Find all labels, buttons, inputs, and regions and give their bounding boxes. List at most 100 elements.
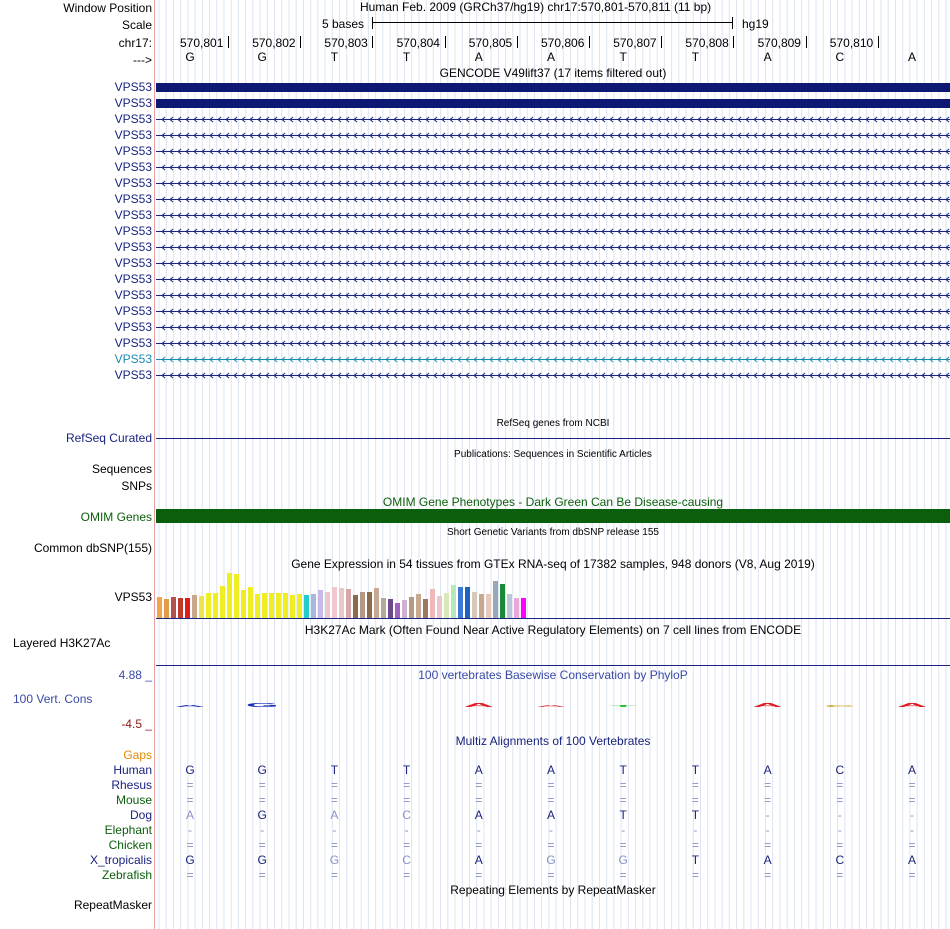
gtex-tissue-bar[interactable] (220, 586, 225, 618)
gencode-intron-line[interactable] (156, 243, 950, 252)
gtex-tissue-bar[interactable] (206, 593, 211, 618)
multiz-species-label[interactable]: Mouse (115, 793, 152, 807)
multiz-species-label[interactable]: Chicken (108, 838, 152, 852)
gtex-tissue-bar[interactable] (367, 592, 372, 618)
gtex-tissue-bar[interactable] (234, 574, 239, 618)
gencode-intron-line[interactable] (156, 211, 950, 220)
omim-gene-bar[interactable] (156, 509, 950, 523)
gencode-intron-line[interactable] (156, 227, 950, 236)
gencode-transcript-label[interactable]: VPS53 (114, 112, 152, 126)
gtex-tissue-bar[interactable] (311, 594, 316, 618)
omim-label[interactable]: OMIM Genes (80, 510, 152, 524)
gencode-transcript-label[interactable]: VPS53 (114, 128, 152, 142)
gtex-tissue-bar[interactable] (290, 595, 295, 618)
gtex-tissue-bar[interactable] (493, 581, 498, 618)
refseq-gene-line[interactable] (156, 438, 950, 439)
gtex-tissue-bar[interactable] (255, 594, 260, 618)
gtex-tissue-bar[interactable] (409, 597, 414, 618)
publications-snps-label[interactable]: SNPs (121, 479, 152, 493)
gencode-transcript-label[interactable]: VPS53 (114, 144, 152, 158)
gtex-tissue-bar[interactable] (332, 587, 337, 618)
gtex-tissue-bar[interactable] (304, 595, 309, 618)
gencode-transcript-label[interactable]: VPS53 (114, 240, 152, 254)
gtex-tissue-bar[interactable] (458, 587, 463, 618)
publications-sequences-label[interactable]: Sequences (91, 462, 152, 476)
gtex-tissue-bar[interactable] (430, 589, 435, 618)
gtex-tissue-bar[interactable] (353, 595, 358, 618)
gencode-transcript-label[interactable]: VPS53 (114, 176, 152, 190)
gtex-tissue-bar[interactable] (185, 598, 190, 618)
gtex-tissue-bar[interactable] (507, 594, 512, 618)
gencode-transcript-label[interactable]: VPS53 (114, 80, 152, 94)
gencode-intron-line[interactable] (156, 147, 950, 156)
gencode-intron-line[interactable] (156, 195, 950, 204)
gtex-tissue-bar[interactable] (444, 593, 449, 618)
gtex-tissue-bar[interactable] (360, 592, 365, 618)
gencode-transcript-label[interactable]: VPS53 (114, 304, 152, 318)
gtex-label[interactable]: VPS53 (114, 590, 152, 604)
gtex-tissue-bar[interactable] (395, 603, 400, 618)
gtex-tissue-bar[interactable] (486, 594, 491, 618)
gtex-tissue-bar[interactable] (374, 588, 379, 618)
gencode-transcript-label[interactable]: VPS53 (114, 288, 152, 302)
dbsnp-label[interactable]: Common dbSNP(155) (33, 541, 152, 555)
gtex-tissue-bar[interactable] (164, 599, 169, 618)
gencode-transcript-label[interactable]: VPS53 (114, 160, 152, 174)
multiz-species-label[interactable]: Elephant (104, 823, 152, 837)
gtex-tissue-bar[interactable] (178, 598, 183, 618)
gencode-transcript-label[interactable]: VPS53 (114, 256, 152, 270)
gtex-tissue-bar[interactable] (227, 573, 232, 618)
gtex-tissue-bar[interactable] (388, 599, 393, 618)
gtex-tissue-bar[interactable] (269, 593, 274, 618)
refseq-label[interactable]: RefSeq Curated (65, 431, 152, 445)
gtex-tissue-bar[interactable] (465, 587, 470, 618)
gencode-exon-bar[interactable] (156, 83, 950, 92)
gtex-tissue-bar[interactable] (381, 598, 386, 618)
gtex-tissue-bar[interactable] (521, 598, 526, 618)
multiz-species-label[interactable]: Zebrafish (101, 868, 152, 882)
multiz-species-label[interactable]: X_tropicalis (89, 853, 152, 867)
gencode-intron-line[interactable] (156, 339, 950, 348)
gencode-intron-line[interactable] (156, 323, 950, 332)
gencode-transcript-label[interactable]: VPS53 (114, 192, 152, 206)
gtex-tissue-bar[interactable] (248, 587, 253, 618)
gencode-intron-line[interactable] (156, 371, 950, 380)
gencode-intron-line[interactable] (156, 291, 950, 300)
gtex-tissue-bar[interactable] (514, 598, 519, 618)
gtex-tissue-bar[interactable] (500, 584, 505, 618)
gencode-exon-bar[interactable] (156, 99, 950, 108)
gencode-intron-line[interactable] (156, 115, 950, 124)
gtex-tissue-bar[interactable] (472, 592, 477, 618)
gencode-transcript-label[interactable]: VPS53 (114, 352, 152, 366)
gtex-tissue-bar[interactable] (325, 592, 330, 618)
gencode-transcript-label[interactable]: VPS53 (114, 368, 152, 382)
gencode-transcript-label[interactable]: VPS53 (114, 272, 152, 286)
gtex-tissue-bar[interactable] (241, 590, 246, 618)
gencode-intron-line[interactable] (156, 307, 950, 316)
gencode-intron-line[interactable] (156, 131, 950, 140)
gencode-transcript-label[interactable]: VPS53 (114, 208, 152, 222)
gencode-transcript-label[interactable]: VPS53 (114, 320, 152, 334)
gencode-intron-line[interactable] (156, 163, 950, 172)
conservation-label[interactable]: 100 Vert. Cons (13, 692, 93, 706)
gtex-tissue-bar[interactable] (297, 594, 302, 618)
gtex-tissue-bar[interactable] (262, 593, 267, 618)
gtex-tissue-bar[interactable] (437, 596, 442, 618)
gtex-tissue-bar[interactable] (318, 590, 323, 618)
gencode-intron-line[interactable] (156, 275, 950, 284)
gtex-tissue-bar[interactable] (346, 589, 351, 618)
gencode-transcript-label[interactable]: VPS53 (114, 224, 152, 238)
gtex-tissue-bar[interactable] (199, 596, 204, 618)
gtex-tissue-bar[interactable] (451, 585, 456, 618)
gtex-tissue-bar[interactable] (276, 593, 281, 618)
gtex-tissue-bar[interactable] (213, 593, 218, 618)
gtex-tissue-bar[interactable] (171, 597, 176, 618)
gtex-tissue-bar[interactable] (339, 588, 344, 618)
multiz-species-label[interactable]: Human (113, 763, 152, 777)
gencode-intron-line[interactable] (156, 259, 950, 268)
gencode-transcript-label[interactable]: VPS53 (114, 96, 152, 110)
gencode-transcript-label[interactable]: VPS53 (114, 336, 152, 350)
gtex-tissue-bar[interactable] (423, 599, 428, 618)
multiz-species-label[interactable]: Dog (129, 808, 152, 822)
